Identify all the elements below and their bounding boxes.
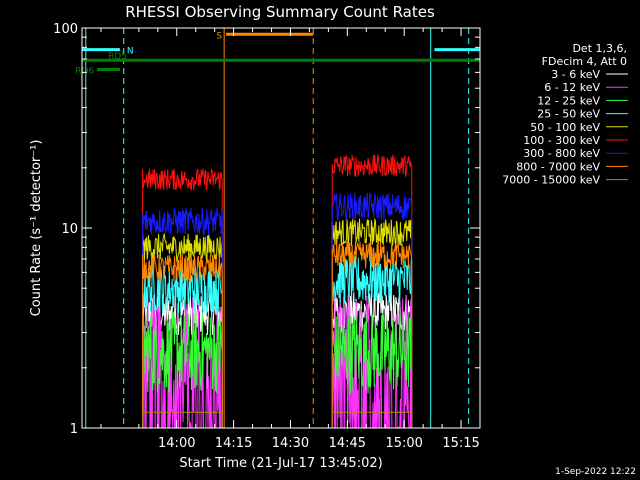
legend-label-1: 6 - 12 keV [544, 81, 600, 94]
y-tick-label-0: 1 [70, 422, 78, 437]
series-line-2 [142, 310, 413, 428]
x-tick-label-2: 14:30 [272, 436, 309, 451]
x-tick-label-0: 14:00 [158, 436, 195, 451]
y-tick-label-2: 100 [53, 22, 78, 37]
legend-header-0: Det 1,3,6, [572, 42, 627, 55]
flag-label-2: RD5 [108, 52, 127, 62]
flag-bars: N S RD5 RD6 [75, 31, 480, 77]
legend-label-6: 300 - 800 keV [523, 147, 600, 160]
x-tick-label-5: 15:15 [442, 436, 479, 451]
axis-ticks: 14:00 14:15 14:30 14:45 15:00 15:15 1 10 100 [53, 22, 481, 451]
legend-header-1: FDecim 4, Att 0 [542, 55, 627, 68]
y-axis-label: Count Rate (s⁻¹ detector⁻¹) [29, 140, 44, 317]
date-stamp: 1-Sep-2022 12:22 [555, 467, 636, 477]
legend-label-3: 25 - 50 keV [537, 108, 600, 121]
chart-title: RHESSI Observing Summary Count Rates [125, 3, 435, 21]
legend-label-4: 50 - 100 keV [530, 121, 600, 134]
legend-label-7: 800 - 7000 keV [516, 160, 600, 173]
legend-label-8: 7000 - 15000 keV [502, 174, 600, 187]
series-layer [142, 154, 413, 430]
legend-label-2: 12 - 25 keV [537, 94, 600, 107]
flag-label-0: N [127, 47, 134, 57]
plot-frame [81, 27, 481, 429]
flag-label-3: RD6 [75, 67, 94, 77]
series-line-6 [142, 192, 413, 428]
series-line-4 [142, 217, 413, 428]
series-line-5 [142, 154, 413, 428]
y-tick-label-1: 10 [61, 222, 78, 237]
series-line-3 [142, 254, 413, 428]
flag-label-1: S [216, 31, 222, 41]
series-line-7 [142, 240, 413, 428]
vertical-markers [85, 28, 470, 428]
legend-label-5: 100 - 300 keV [523, 134, 600, 147]
x-tick-label-3: 14:45 [329, 436, 366, 451]
x-tick-label-4: 15:00 [385, 436, 422, 451]
x-axis-label: Start Time (21-Jul-17 13:45:02) [179, 456, 382, 471]
series-line-8 [142, 411, 413, 428]
legend-label-0: 3 - 6 keV [551, 68, 600, 81]
x-tick-label-1: 14:15 [215, 436, 252, 451]
